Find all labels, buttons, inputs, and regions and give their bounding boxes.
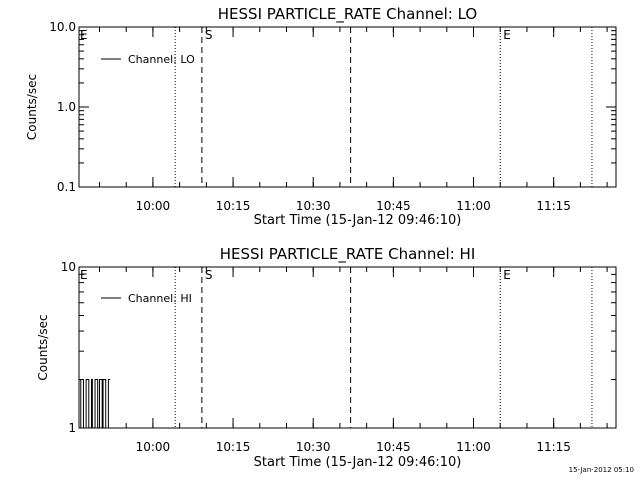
x-tick-label: 10:30 bbox=[296, 440, 331, 454]
x-tick-label: 10:15 bbox=[216, 199, 251, 213]
y-tick-label: 0.1 bbox=[57, 180, 76, 194]
corner-event-label: E bbox=[80, 28, 88, 42]
y-tick-label: 1 bbox=[68, 421, 76, 435]
x-tick-label: 10:15 bbox=[216, 440, 251, 454]
y-tick-label: 1.0 bbox=[57, 100, 76, 114]
chart-title: HESSI PARTICLE_RATE Channel: HI bbox=[220, 245, 476, 264]
legend-entry: Channel: LO bbox=[128, 53, 195, 66]
corner-event-label: E bbox=[80, 268, 88, 282]
event-marker-label: S bbox=[205, 268, 213, 282]
plot-frame bbox=[78, 26, 617, 188]
plot-frame bbox=[78, 266, 617, 429]
x-tick-label: 11:15 bbox=[536, 199, 571, 213]
x-tick-label: 10:45 bbox=[376, 199, 411, 213]
x-axis-label: Start Time (15-Jan-12 09:46:10) bbox=[254, 455, 462, 470]
event-marker-label: S bbox=[205, 28, 213, 42]
x-tick-label: 10:00 bbox=[136, 440, 171, 454]
x-tick-label: 11:00 bbox=[456, 199, 491, 213]
x-tick-label: 10:00 bbox=[136, 199, 171, 213]
y-axis-label: Counts/sec bbox=[36, 314, 50, 380]
chart-title: HESSI PARTICLE_RATE Channel: LO bbox=[218, 5, 477, 24]
x-tick-label: 10:45 bbox=[376, 440, 411, 454]
y-tick-label: 10 bbox=[61, 260, 76, 274]
x-tick-label: 11:15 bbox=[536, 440, 571, 454]
series-line bbox=[79, 379, 111, 429]
footer-timestamp: 15-Jan-2012 05:10 bbox=[568, 466, 634, 474]
y-tick-label: 10.0 bbox=[49, 20, 76, 34]
x-tick-label: 10:30 bbox=[296, 199, 331, 213]
x-tick-label: 11:00 bbox=[456, 440, 491, 454]
event-marker-label: E bbox=[503, 268, 511, 282]
y-axis-label: Counts/sec bbox=[25, 74, 39, 140]
event-marker-label: E bbox=[503, 28, 511, 42]
x-axis-label: Start Time (15-Jan-12 09:46:10) bbox=[254, 213, 462, 228]
legend-entry: Channel: HI bbox=[128, 292, 192, 305]
